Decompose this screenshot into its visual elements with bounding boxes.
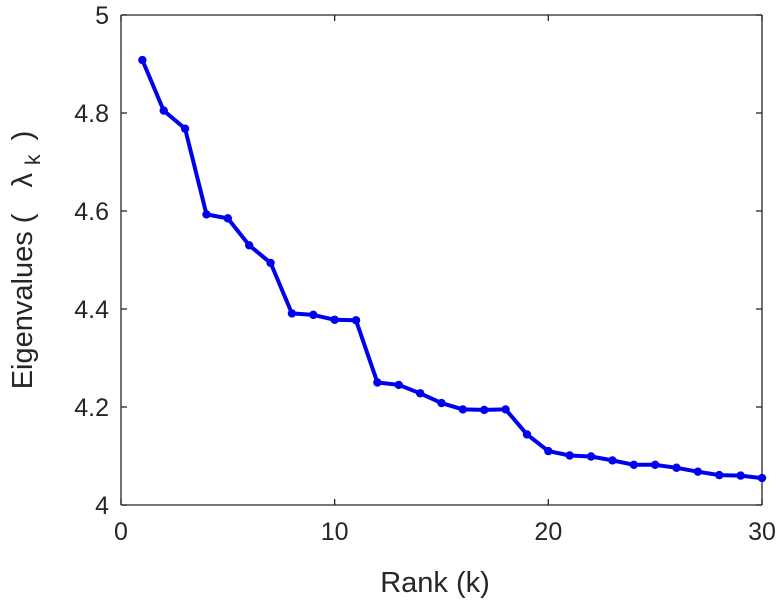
y-axis-label: Eigenvalues ( λ k ) — [7, 131, 47, 390]
series-line — [140, 59, 763, 481]
data-point — [650, 460, 660, 470]
data-point — [629, 460, 638, 470]
data-point — [394, 380, 403, 390]
data-point — [138, 55, 147, 65]
data-point — [159, 106, 168, 115]
y-axis-label-symbol: λ — [7, 173, 39, 188]
y-tick-label: 4.8 — [74, 100, 109, 128]
data-point — [736, 471, 745, 480]
data-point — [437, 398, 446, 408]
data-point — [415, 389, 425, 398]
y-axis-label-subscript: k — [22, 154, 45, 165]
data-point — [544, 446, 553, 456]
x-tick-label: 20 — [534, 518, 562, 546]
data-point — [672, 463, 681, 472]
tick-marks — [120, 14, 763, 506]
data-point — [309, 310, 318, 320]
data-point — [245, 241, 254, 250]
data-point — [480, 405, 489, 415]
y-axis-label-text: Eigenvalues ( — [7, 213, 39, 389]
data-point — [351, 316, 361, 325]
axes-box — [120, 14, 763, 506]
data-point — [693, 467, 703, 476]
y-axis-label-close: ) — [7, 131, 39, 141]
data-point — [202, 210, 211, 219]
data-point — [501, 405, 510, 414]
data-point — [266, 258, 275, 268]
data-point — [586, 452, 596, 461]
data-point — [757, 473, 767, 483]
tick-labels: 0 10 20 30 4 4.2 4.4 4.6 4.8 5 — [74, 2, 776, 546]
y-tick-label: 4.2 — [74, 394, 109, 422]
y-tick-label: 4 — [95, 492, 109, 520]
data-point — [223, 214, 233, 223]
x-tick-label: 30 — [748, 518, 776, 546]
x-tick-label: 10 — [321, 518, 349, 546]
y-tick-label: 4.4 — [74, 296, 109, 324]
data-point — [522, 430, 532, 439]
x-tick-label: 0 — [114, 518, 128, 546]
x-axis-label: Rank (k) — [380, 567, 490, 599]
series-layer — [138, 55, 767, 483]
y-tick-label: 4.6 — [74, 198, 109, 226]
data-point — [608, 456, 617, 465]
y-tick-label: 5 — [95, 2, 109, 30]
data-point — [715, 470, 724, 480]
data-point — [565, 451, 574, 460]
data-point — [287, 309, 297, 318]
data-point — [373, 378, 382, 387]
data-point — [458, 405, 468, 414]
data-point — [330, 315, 339, 324]
data-point — [180, 124, 190, 133]
